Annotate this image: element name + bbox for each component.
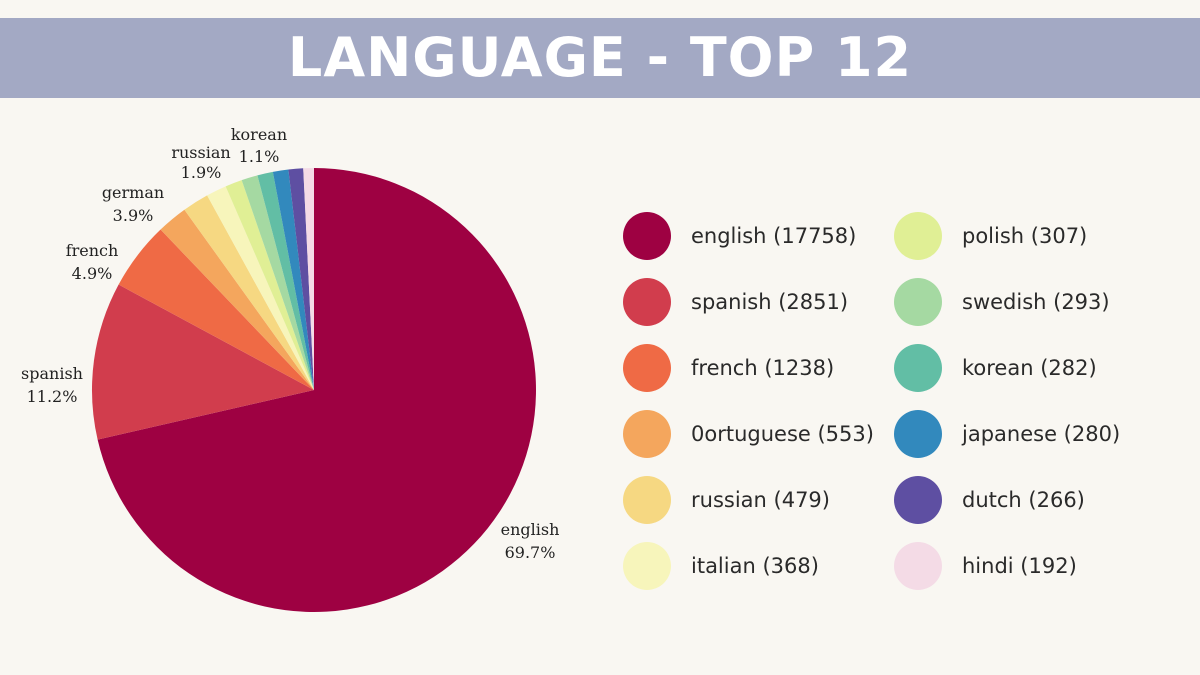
slice-label-french: french: [66, 241, 119, 260]
pie-slice-dutch: [288, 168, 314, 390]
legend-label: russian (479): [691, 488, 830, 512]
slice-pct-english: 69.7%: [505, 543, 556, 562]
slice-label-english: english: [501, 520, 560, 539]
legend-label: dutch (266): [962, 488, 1085, 512]
pie-slice-russian: [184, 195, 314, 390]
pie-slice-english: [97, 168, 537, 612]
legend-label: english (17758): [691, 224, 857, 248]
legend-swatch: [894, 344, 942, 392]
legend-label: italian (368): [691, 554, 819, 578]
pie-slice-polish: [225, 180, 314, 390]
slice-pct-french: 4.9%: [72, 264, 113, 283]
legend-swatch: [894, 410, 942, 458]
legend-swatch: [623, 344, 671, 392]
slice-label-spanish: spanish: [21, 364, 83, 383]
legend-swatch: [623, 278, 671, 326]
slice-label-korean: korean: [231, 125, 287, 144]
chart-title: LANGUAGE - TOP 12: [287, 26, 913, 89]
legend-swatch: [894, 212, 942, 260]
pie-slice-french: [118, 229, 314, 390]
title-banner: LANGUAGE - TOP 12: [0, 18, 1200, 98]
slice-pct-spanish: 11.2%: [27, 387, 78, 406]
legend-label: spanish (2851): [691, 290, 849, 314]
legend-item-swedish: swedish (293): [894, 277, 1110, 327]
legend-item-french: french (1238): [623, 343, 834, 393]
legend-swatch: [623, 212, 671, 260]
pie-slice-japanese: [272, 169, 314, 390]
legend-label: french (1238): [691, 356, 835, 380]
legend-item-japanese: japanese (280): [894, 409, 1120, 459]
pie-slice-korean: [257, 171, 314, 390]
slice-pct-russian: 1.9%: [181, 163, 222, 182]
legend-item-russian: russian (479): [623, 475, 830, 525]
slice-label-russian: russian: [171, 143, 230, 162]
slice-pct-german: 3.9%: [113, 206, 154, 225]
legend-swatch: [894, 278, 942, 326]
pie-slice-italian: [207, 186, 314, 390]
legend-swatch: [623, 410, 671, 458]
pie-slice-0ortuguese: [160, 209, 314, 390]
legend-item-italian: italian (368): [623, 541, 819, 591]
pie-chart: english 69.7% spanish 11.2% french 4.9% german…: [21, 125, 560, 612]
slice-label-german: german: [102, 183, 164, 202]
legend-item-dutch: dutch (266): [894, 475, 1085, 525]
legend-item-0ortuguese: 0ortuguese (553): [623, 409, 874, 459]
legend-label: japanese (280): [962, 422, 1121, 446]
legend-swatch: [623, 476, 671, 524]
legend-swatch: [894, 542, 942, 590]
pie-slice-spanish: [92, 284, 314, 440]
legend-label: hindi (192): [962, 554, 1077, 578]
legend-swatch: [623, 542, 671, 590]
slice-pct-korean: 1.1%: [239, 147, 280, 166]
pie-slice-hindi: [303, 168, 314, 390]
legend-item-polish: polish (307): [894, 211, 1087, 261]
legend-label: swedish (293): [962, 290, 1110, 314]
legend-item-spanish: spanish (2851): [623, 277, 848, 327]
legend-label: polish (307): [962, 224, 1088, 248]
legend-label: korean (282): [962, 356, 1097, 380]
legend-item-english: english (17758): [623, 211, 856, 261]
legend-item-hindi: hindi (192): [894, 541, 1077, 591]
legend-item-korean: korean (282): [894, 343, 1097, 393]
legend-swatch: [894, 476, 942, 524]
pie-slice-swedish: [241, 175, 314, 390]
legend-label: 0ortuguese (553): [691, 422, 874, 446]
